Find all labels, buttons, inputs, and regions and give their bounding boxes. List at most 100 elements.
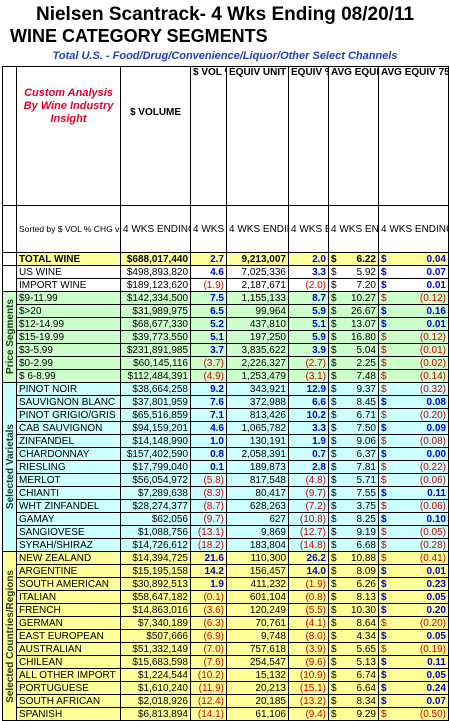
price-chg-cell: $0.05 bbox=[378, 590, 449, 604]
analysis-line3: Insight bbox=[50, 113, 87, 125]
period-vol-chg: 4 WKS ENDING 02/05/11 bbox=[190, 205, 227, 253]
units-cell: 372,988 bbox=[226, 395, 289, 409]
vol-chg-cell: 5.1 bbox=[190, 330, 227, 344]
dollar-sign: $ bbox=[331, 422, 337, 434]
price-cell: $8.25 bbox=[328, 512, 379, 526]
volume-cell: $94,159,201 bbox=[120, 421, 191, 435]
units-cell: 70,761 bbox=[226, 616, 289, 630]
value-text: 5.92 bbox=[356, 266, 376, 278]
section-label-text: Selected Countries/Regions bbox=[5, 569, 16, 703]
value-text: 0.01 bbox=[426, 565, 446, 577]
price-cell: $3.75 bbox=[328, 499, 379, 513]
price-chg-cell: $0.20 bbox=[378, 603, 449, 617]
value-text: 9.06 bbox=[356, 435, 376, 447]
units-cell: 110,300 bbox=[226, 551, 289, 565]
units-chg-cell: 12.9 bbox=[288, 382, 329, 396]
volume-cell: $1,088,756 bbox=[120, 525, 191, 539]
custom-analysis-note: Custom Analysis By Wine Industry Insight bbox=[16, 66, 121, 206]
value-text: 5.65 bbox=[356, 643, 376, 655]
dollar-sign: $ bbox=[381, 422, 387, 434]
units-cell: 1,155,133 bbox=[226, 291, 289, 305]
value-text: 5.13 bbox=[356, 656, 376, 668]
row-label: SOUTH AMERICAN bbox=[16, 577, 121, 591]
value-text: 0.01 bbox=[426, 279, 446, 291]
price-cell: $5.13 bbox=[328, 655, 379, 669]
dollar-sign: $ bbox=[331, 409, 337, 421]
price-cell: $10.30 bbox=[328, 603, 379, 617]
dollar-sign: $ bbox=[331, 669, 337, 681]
table-row: SOUTH AMERICAN $30,892,513 1.9 411,232 (1.9)… bbox=[3, 577, 449, 591]
price-chg-cell: $ (0.19) bbox=[378, 642, 449, 656]
units-cell: 628,263 bbox=[226, 499, 289, 513]
volume-cell: $14,148,990 bbox=[120, 434, 191, 448]
price-cell: $6.68 bbox=[328, 538, 379, 552]
price-chg-cell: $0.09 bbox=[378, 421, 449, 435]
table-row: PINOT GRIGIO/GRIS $65,516,859 7.1 813,426 10… bbox=[3, 408, 449, 422]
vol-chg-cell: 1.9 bbox=[190, 577, 227, 591]
period-price-chg: 4 WKS ENDING 02/05/11 bbox=[378, 205, 449, 253]
row-label: ALL OTHER IMPORT bbox=[16, 668, 121, 682]
table-row: PORTUGUESE $1,610,240 (11.9) 20,213 (15.1) $6… bbox=[3, 681, 449, 695]
volume-cell: $58,647,182 bbox=[120, 590, 191, 604]
value-text: 6.74 bbox=[356, 669, 376, 681]
price-cell: $16.80 bbox=[328, 330, 379, 344]
section-label-text: Price Segments bbox=[5, 299, 16, 375]
vol-chg-cell: (0.1) bbox=[190, 590, 227, 604]
header-equiv-chg: EQUIV % CHG vs. YR AGO bbox=[288, 66, 329, 206]
units-chg-cell: 8.7 bbox=[288, 291, 329, 305]
price-cell: $5.71 bbox=[328, 473, 379, 487]
dollar-sign: $ bbox=[331, 331, 337, 343]
price-chg-cell: $ (0.14) bbox=[378, 369, 449, 383]
units-chg-cell: 3.3 bbox=[288, 421, 329, 435]
units-chg-cell: 1.9 bbox=[288, 434, 329, 448]
row-label: US WINE bbox=[16, 265, 121, 279]
dollar-sign: $ bbox=[331, 487, 337, 499]
vol-chg-cell: 9.2 bbox=[190, 382, 227, 396]
price-cell: $26.67 bbox=[328, 304, 379, 318]
period-corner bbox=[2, 205, 17, 253]
price-cell: $8.09 bbox=[328, 564, 379, 578]
price-chg-cell: $0.07 bbox=[378, 265, 449, 279]
value-text: (0.12) bbox=[419, 331, 446, 343]
volume-cell: $1,610,240 bbox=[120, 681, 191, 695]
vol-chg-cell: (13.1) bbox=[190, 525, 227, 539]
value-text: 0.04 bbox=[426, 253, 446, 265]
units-chg-cell: 3.3 bbox=[288, 265, 329, 279]
volume-cell: $31,989,975 bbox=[120, 304, 191, 318]
units-cell: 7,025,336 bbox=[226, 265, 289, 279]
volume-cell: $15,195,158 bbox=[120, 564, 191, 578]
row-label: TOTAL WINE bbox=[16, 252, 121, 266]
price-cell: $7.48 bbox=[328, 369, 379, 383]
price-chg-cell: $0.11 bbox=[378, 486, 449, 500]
price-cell: $6.71 bbox=[328, 408, 379, 422]
dollar-sign: $ bbox=[381, 539, 387, 551]
units-cell: 130,191 bbox=[226, 434, 289, 448]
dollar-sign: $ bbox=[331, 383, 337, 395]
value-text: (0.06) bbox=[419, 474, 446, 486]
value-text: 0.05 bbox=[426, 591, 446, 603]
dollar-sign: $ bbox=[331, 604, 337, 616]
units-cell: 601,104 bbox=[226, 590, 289, 604]
units-chg-cell: 5.9 bbox=[288, 330, 329, 344]
price-cell: $7.50 bbox=[328, 421, 379, 435]
price-chg-cell: $ (0.50) bbox=[378, 707, 449, 721]
value-text: 0.01 bbox=[426, 318, 446, 330]
dollar-sign: $ bbox=[381, 552, 387, 564]
vol-chg-cell: 21.6 bbox=[190, 551, 227, 565]
units-chg-cell: 10.2 bbox=[288, 408, 329, 422]
units-cell: 757,618 bbox=[226, 642, 289, 656]
price-chg-cell: $ (0.12) bbox=[378, 291, 449, 305]
units-cell: 20,213 bbox=[226, 681, 289, 695]
vol-chg-cell: (18.2) bbox=[190, 538, 227, 552]
table-row: Price Segments $9-11.99 $142,334,500 7.5 1,1… bbox=[2, 291, 449, 383]
price-chg-cell: $ (0.41) bbox=[378, 551, 449, 565]
volume-cell: $142,334,500 bbox=[120, 291, 191, 305]
price-chg-cell: $ (0.20) bbox=[378, 408, 449, 422]
analysis-line1: Custom Analysis bbox=[24, 87, 113, 99]
dollar-sign: $ bbox=[381, 708, 387, 720]
table-row: AUSTRALIAN $51,332,149 (7.0) 757,618 (3.9) $5… bbox=[3, 642, 449, 656]
value-text: (0.41) bbox=[419, 552, 446, 564]
price-chg-cell: $0.08 bbox=[378, 395, 449, 409]
units-chg-cell: 2.8 bbox=[288, 460, 329, 474]
row-label: IMPORT WINE bbox=[16, 278, 121, 292]
